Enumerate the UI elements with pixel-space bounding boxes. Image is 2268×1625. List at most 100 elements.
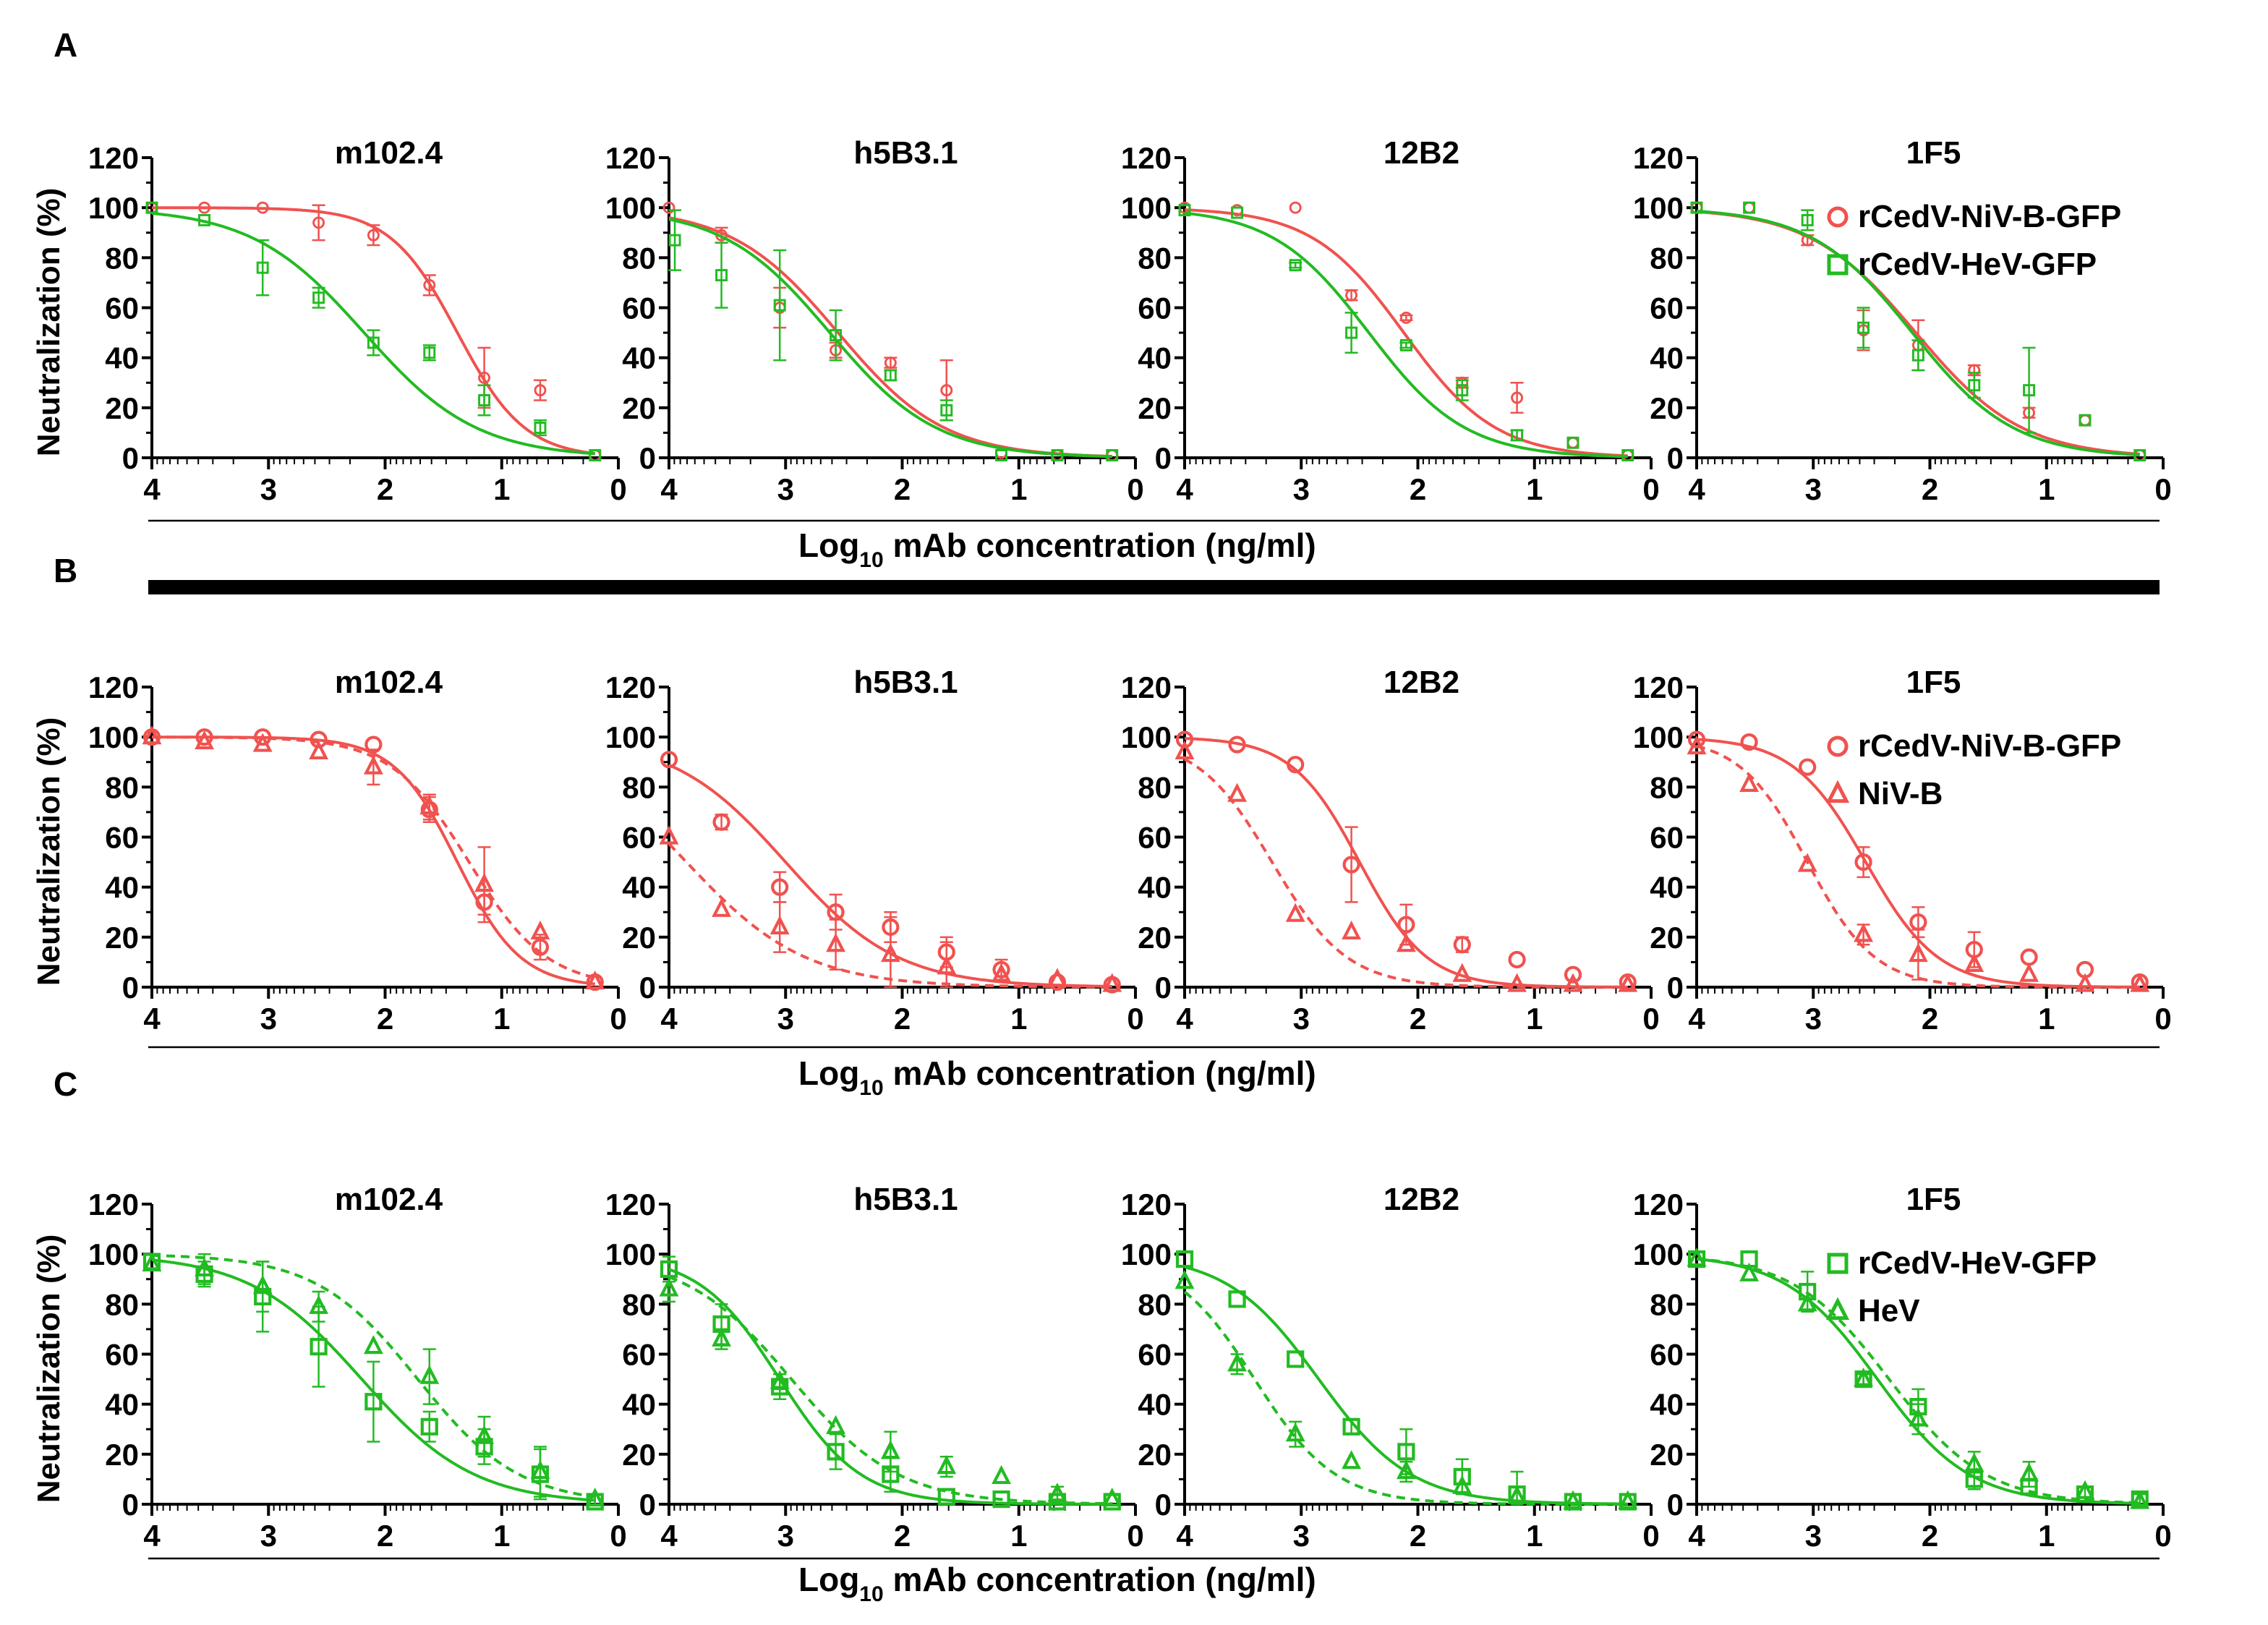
legend-marker bbox=[1827, 1253, 1849, 1274]
data-point bbox=[1289, 259, 1302, 272]
subplot-1F5: 1F5 0 20 40 60 80 100 120 4 3 2 1 0 bbox=[1633, 665, 2172, 1036]
subplot-title: 12B2 bbox=[1384, 665, 1459, 700]
y-tick-label: 0 bbox=[122, 441, 139, 475]
x-tick-label: 0 bbox=[610, 1002, 626, 1036]
y-tick-label: 100 bbox=[605, 720, 656, 754]
y-tick-label: 20 bbox=[105, 391, 139, 425]
x-tick-label: 0 bbox=[610, 472, 626, 506]
x-tick-label: 3 bbox=[777, 1519, 794, 1553]
legend-marker bbox=[1825, 780, 1850, 803]
y-tick-label: 20 bbox=[1138, 391, 1172, 425]
data-point bbox=[1453, 1467, 1471, 1486]
data-point bbox=[1453, 936, 1471, 954]
data-point bbox=[940, 384, 953, 397]
y-tick-label: 0 bbox=[639, 441, 656, 475]
data-point bbox=[420, 1417, 438, 1436]
data-point bbox=[884, 369, 897, 382]
y-axis-label: Neutralization (%) bbox=[31, 717, 67, 986]
data-point bbox=[1908, 942, 1928, 963]
y-tick-label: 60 bbox=[105, 821, 139, 855]
x-tick-label: 3 bbox=[1293, 472, 1310, 506]
data-point bbox=[770, 1370, 790, 1389]
data-point bbox=[1507, 973, 1527, 992]
x-tick-label: 1 bbox=[1010, 1002, 1027, 1036]
data-point bbox=[1396, 1459, 1416, 1480]
data-point bbox=[1452, 963, 1472, 982]
x-tick-label: 4 bbox=[143, 1002, 161, 1036]
data-point bbox=[312, 291, 325, 304]
data-point bbox=[2020, 948, 2038, 966]
data-point bbox=[367, 336, 380, 349]
data-point bbox=[1743, 201, 1756, 214]
x-tick-label: 4 bbox=[660, 472, 678, 506]
y-tick-label: 20 bbox=[622, 391, 656, 425]
data-point bbox=[884, 357, 897, 370]
y-tick-label: 80 bbox=[1138, 770, 1172, 804]
x-tick-label: 2 bbox=[1410, 1519, 1426, 1553]
data-point bbox=[1287, 756, 1305, 774]
data-point bbox=[423, 278, 436, 291]
x-tick-label: 0 bbox=[2154, 1519, 2171, 1553]
legend-label: rCedV-NiV-B-GFP bbox=[1858, 199, 2121, 234]
x-tick-label: 4 bbox=[1688, 472, 1705, 506]
subplot-m102.4: m102.4 0 20 40 60 80 100 120 4 3 2 1 0 bbox=[88, 665, 627, 1036]
data-point bbox=[771, 878, 789, 896]
x-tick-label: 3 bbox=[777, 1002, 794, 1036]
series-NiV-B bbox=[1687, 735, 2150, 992]
data-point bbox=[2019, 1462, 2039, 1482]
legend-marker bbox=[1827, 735, 1849, 757]
x-tick-label: 3 bbox=[260, 472, 277, 506]
x-axis-label-prefix: Log bbox=[798, 1561, 859, 1598]
x-tick-label: 3 bbox=[1805, 1519, 1822, 1553]
y-tick-label: 100 bbox=[88, 1237, 139, 1271]
y-tick-label: 40 bbox=[1650, 871, 1684, 905]
subplot-title: 12B2 bbox=[1384, 1182, 1459, 1217]
data-point bbox=[1740, 733, 1758, 751]
subplot-12B2: 12B2 0 20 40 60 80 100 120 4 3 2 1 0 bbox=[1121, 1182, 1660, 1553]
data-point bbox=[1051, 449, 1064, 462]
series-HeV bbox=[142, 1252, 605, 1507]
data-point bbox=[1106, 449, 1119, 462]
data-point bbox=[1102, 1487, 1122, 1507]
data-point bbox=[310, 1338, 328, 1356]
y-tick-label: 20 bbox=[105, 1438, 139, 1472]
data-point bbox=[195, 730, 214, 750]
data-point bbox=[1227, 782, 1247, 802]
data-point bbox=[1854, 923, 1874, 942]
y-tick-label: 40 bbox=[622, 341, 656, 375]
x-tick-label: 2 bbox=[894, 472, 911, 506]
y-tick-label: 80 bbox=[1650, 241, 1684, 275]
y-tick-label: 40 bbox=[622, 1388, 656, 1422]
y-tick-label: 40 bbox=[1138, 871, 1172, 905]
data-point bbox=[1687, 735, 1707, 755]
y-tick-label: 120 bbox=[1633, 1187, 1684, 1221]
data-point bbox=[585, 1487, 605, 1507]
x-axis-label-sub: 10 bbox=[859, 1582, 883, 1606]
x-tick-label: 3 bbox=[777, 472, 794, 506]
subplot-title: h5B3.1 bbox=[853, 665, 958, 700]
y-tick-label: 60 bbox=[1650, 291, 1684, 325]
data-point bbox=[1908, 1407, 1928, 1427]
y-tick-label: 120 bbox=[1633, 141, 1684, 175]
data-point bbox=[309, 740, 329, 760]
y-tick-label: 100 bbox=[1121, 191, 1172, 225]
data-point bbox=[195, 1257, 214, 1277]
data-point bbox=[474, 873, 494, 892]
x-tick-label: 0 bbox=[1127, 1519, 1143, 1553]
data-point bbox=[1396, 933, 1416, 952]
data-point bbox=[1287, 1350, 1305, 1368]
series-rCedV-HeV-GFP bbox=[668, 209, 1119, 462]
data-point bbox=[1618, 1490, 1638, 1509]
y-tick-label: 60 bbox=[1138, 1338, 1172, 1372]
subplot-h5B3.1: h5B3.1 0 20 40 60 80 100 120 4 3 2 1 0 bbox=[605, 135, 1144, 506]
data-point bbox=[1397, 1443, 1415, 1461]
data-point bbox=[937, 1488, 955, 1506]
fit-curve bbox=[1184, 758, 1628, 989]
data-point bbox=[142, 725, 162, 745]
x-axis-label: Log10 mAb concentration (ng/ml) bbox=[798, 1054, 1316, 1100]
data-point bbox=[827, 1443, 845, 1461]
data-point bbox=[1175, 1250, 1194, 1268]
data-point bbox=[715, 269, 728, 282]
data-point bbox=[940, 404, 953, 417]
x-tick-label: 4 bbox=[660, 1519, 678, 1553]
